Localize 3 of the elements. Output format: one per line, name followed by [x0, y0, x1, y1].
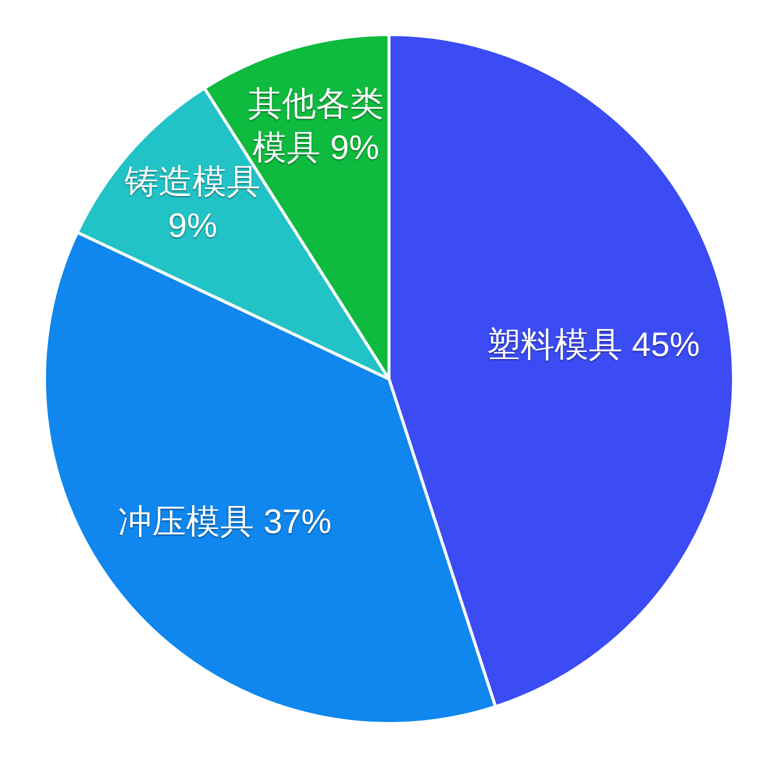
slice-label: 塑料模具 45%	[486, 326, 700, 364]
data-label: 9%	[168, 207, 218, 246]
slice-label: 冲压模具 37%	[118, 503, 332, 542]
